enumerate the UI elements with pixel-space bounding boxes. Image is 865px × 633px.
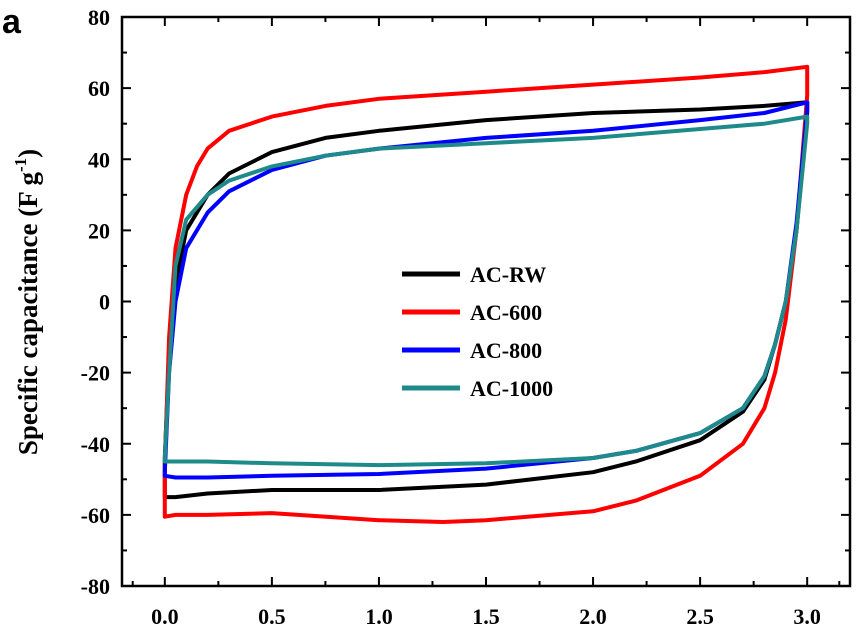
y-tick-label: 60 — [88, 76, 110, 101]
panel-label: a — [2, 3, 22, 41]
legend-label-3: AC-1000 — [470, 376, 553, 401]
y-tick-label: -80 — [81, 574, 110, 599]
series-line-3 — [162, 114, 810, 468]
y-tick-label: 0 — [99, 290, 110, 315]
y-tick-label: 40 — [88, 147, 110, 172]
plot-frame — [120, 15, 852, 588]
x-tick-label: 1.5 — [472, 604, 500, 629]
legend-label-1: AC-600 — [470, 300, 542, 325]
x-tick-label: 1.0 — [365, 604, 393, 629]
y-axis-title: Specific capacitance (F g-1) — [11, 149, 43, 455]
x-tick-label: 2.5 — [686, 604, 714, 629]
y-axis-title-close: ) — [13, 149, 43, 158]
y-tick-label: 80 — [88, 5, 110, 30]
legend-label-2: AC-800 — [470, 338, 542, 363]
x-tick-label: 2.0 — [579, 604, 607, 629]
plot-series — [162, 64, 810, 524]
legend: AC-RW AC-600 AC-800 AC-1000 — [402, 262, 553, 401]
y-tick-label: 20 — [88, 218, 110, 243]
y-axis-title-superscript: -1 — [11, 158, 30, 172]
y-tick-label: -40 — [81, 432, 110, 457]
tick-labels: 0.0 0.5 1.0 1.5 2.0 2.5 3.0 -80 -60 -40 -20 0 20 40 60… — [81, 5, 821, 629]
series-line-1 — [162, 64, 810, 524]
legend-label-0: AC-RW — [470, 262, 546, 287]
x-tick-label: 0.5 — [258, 604, 286, 629]
x-tick-label: 3.0 — [793, 604, 821, 629]
y-axis-title-main: Specific capacitance (F g — [13, 172, 43, 456]
y-tick-label: -60 — [81, 503, 110, 528]
y-tick-label: -20 — [81, 361, 110, 386]
x-tick-label: 0.0 — [151, 604, 179, 629]
